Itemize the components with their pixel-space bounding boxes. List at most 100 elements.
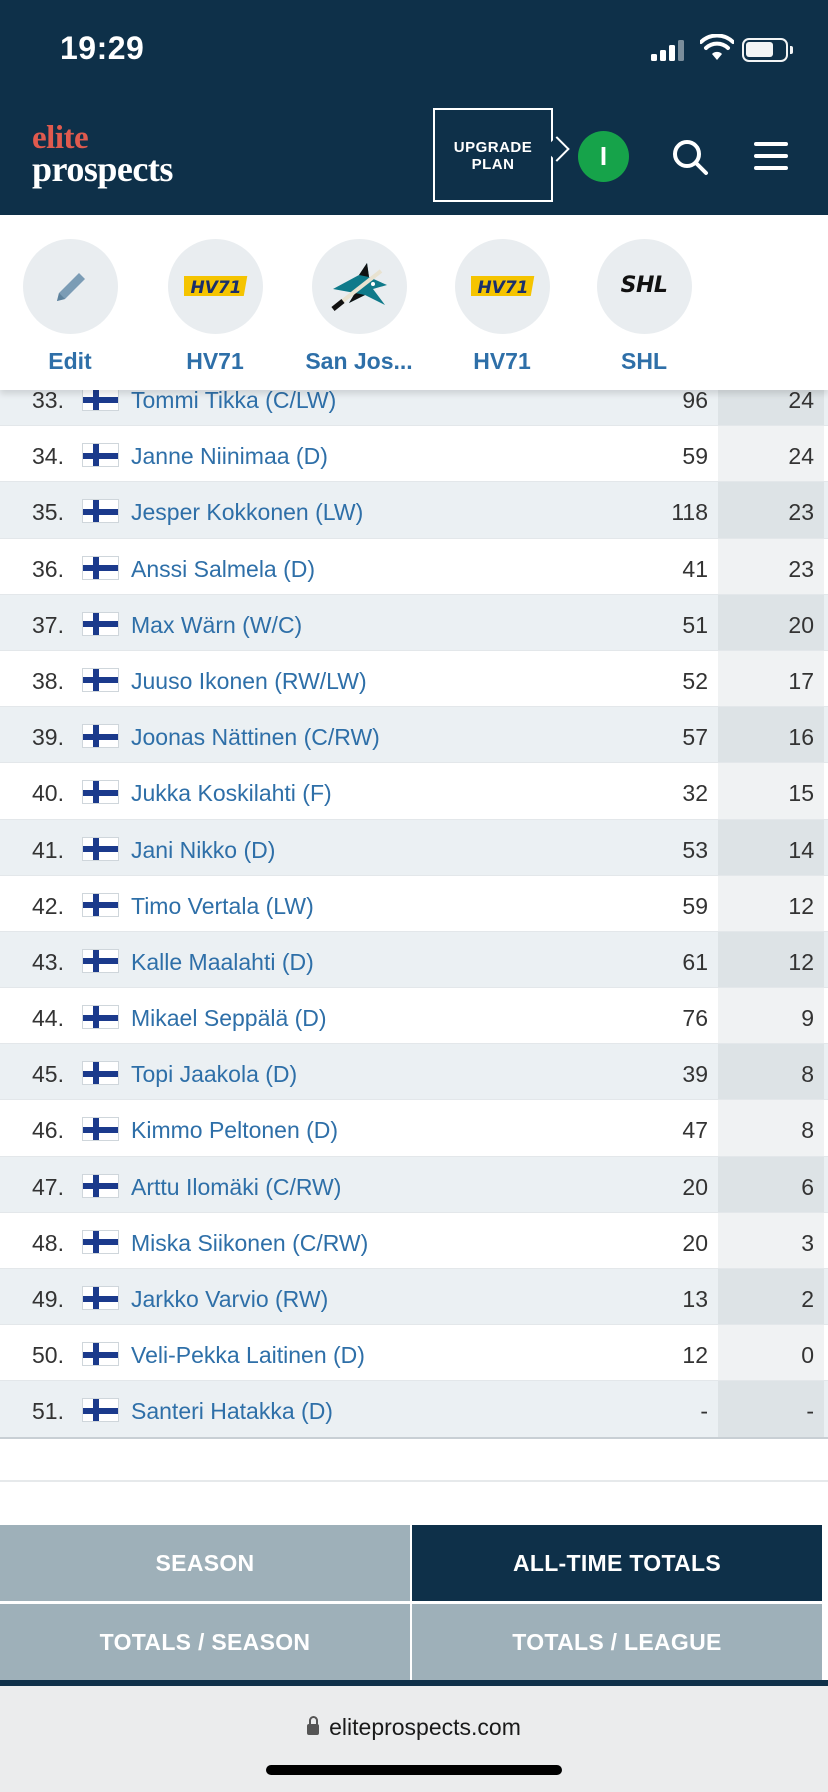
points-cell: 14 — [788, 836, 814, 863]
player-name-link[interactable]: Veli-Pekka Laitinen (D) — [131, 1342, 365, 1369]
games-played-cell: 52 — [682, 667, 708, 694]
finland-flag-icon — [82, 611, 119, 636]
games-played-cell: 51 — [682, 611, 708, 638]
table-row[interactable]: 46. Kimmo Peltonen (D) 47 8 — [0, 1100, 828, 1157]
player-name-link[interactable]: Topi Jaakola (D) — [131, 1061, 298, 1088]
finland-flag-icon — [82, 1398, 119, 1423]
player-name-link[interactable]: Kalle Maalahti (D) — [131, 948, 314, 975]
games-played-cell: 96 — [682, 387, 708, 413]
cellular-signal-icon — [651, 39, 685, 61]
table-row[interactable]: 41. Jani Nikko (D) 53 14 — [0, 819, 828, 876]
rank-cell: 51. — [32, 1398, 64, 1425]
points-cell: 12 — [788, 892, 814, 919]
finland-flag-icon — [82, 1342, 119, 1367]
player-name-link[interactable]: Anssi Salmela (D) — [131, 555, 316, 582]
quick-link-label: San Jos... — [305, 348, 413, 374]
table-row[interactable]: 34. Janne Niinimaa (D) 59 24 — [0, 426, 828, 483]
rank-cell: 47. — [32, 1173, 64, 1200]
table-row[interactable]: 48. Miska Siikonen (C/RW) 20 3 — [0, 1212, 828, 1269]
player-name-link[interactable]: Mikael Seppälä (D) — [131, 1005, 327, 1032]
user-avatar[interactable]: I — [578, 131, 629, 182]
table-row[interactable]: 38. Juuso Ikonen (RW/LW) 52 17 — [0, 650, 828, 708]
points-cell: - — [806, 1398, 814, 1425]
elite-prospects-logo[interactable]: elite prospects — [32, 122, 173, 189]
table-row[interactable]: 51. Santeri Hatakka (D) - - — [0, 1381, 828, 1438]
table-row[interactable]: 39. Joonas Nättinen (C/RW) 57 16 — [0, 707, 828, 764]
quick-link-san-jose[interactable]: San Jos... — [294, 239, 424, 375]
url-display[interactable]: eliteprospects.com — [0, 1714, 828, 1741]
upgrade-plan-button[interactable]: UPGRADE PLAN — [433, 108, 553, 202]
search-icon[interactable] — [670, 137, 710, 177]
player-name-link[interactable]: Janne Niinimaa (D) — [131, 443, 328, 470]
points-cell: 23 — [788, 555, 814, 582]
quick-link-label: HV71 — [473, 348, 531, 374]
hv71-circle: HV71 — [167, 239, 263, 334]
rank-cell: 50. — [32, 1342, 64, 1369]
hamburger-menu-icon[interactable] — [754, 142, 788, 170]
lock-icon — [307, 1716, 320, 1735]
quick-link-shl[interactable]: SHL SHL — [579, 239, 709, 375]
table-row[interactable]: 45. Topi Jaakola (D) 39 8 — [0, 1044, 828, 1101]
table-row[interactable]: 40. Jukka Koskilahti (F) 32 15 — [0, 763, 828, 820]
browser-address-bar[interactable]: eliteprospects.com — [0, 1686, 828, 1792]
games-played-cell: 47 — [682, 1117, 708, 1144]
upgrade-label-line2: PLAN — [471, 156, 515, 173]
player-name-link[interactable]: Kimmo Peltonen (D) — [131, 1117, 339, 1144]
points-cell: 8 — [801, 1061, 814, 1088]
tab-all-time-totals[interactable]: ALL-TIME TOTALS — [412, 1525, 822, 1601]
rank-cell: 34. — [32, 443, 64, 470]
quick-link-edit[interactable]: Edit — [5, 239, 135, 375]
table-row[interactable]: 43. Kalle Maalahti (D) 61 12 — [0, 931, 828, 989]
points-cell: 9 — [801, 1005, 814, 1032]
pencil-icon — [56, 273, 85, 301]
quick-link-hv71-2[interactable]: HV71 HV71 — [437, 239, 567, 375]
player-name-link[interactable]: Miska Siikonen (C/RW) — [131, 1229, 369, 1256]
shl-logo: SHL — [620, 273, 668, 298]
table-row[interactable]: 42. Timo Vertala (LW) 59 12 — [0, 875, 828, 932]
rank-cell: 40. — [32, 780, 64, 807]
tab-season[interactable]: SEASON — [0, 1525, 410, 1601]
player-name-link[interactable]: Joonas Nättinen (C/RW) — [131, 724, 380, 751]
points-cell: 20 — [788, 611, 814, 638]
rank-cell: 46. — [32, 1117, 64, 1144]
points-column-bg — [718, 707, 824, 763]
player-name-link[interactable]: Jani Nikko (D) — [131, 836, 276, 863]
section-divider — [0, 1480, 828, 1482]
player-name-link[interactable]: Santeri Hatakka (D) — [131, 1398, 333, 1425]
hv71-logo: HV71 — [470, 276, 534, 298]
games-played-cell: 20 — [682, 1229, 708, 1256]
player-name-link[interactable]: Jarkko Varvio (RW) — [131, 1286, 329, 1312]
finland-flag-icon — [82, 836, 119, 861]
rank-cell: 38. — [32, 667, 64, 694]
tab-totals-league[interactable]: TOTALS / LEAGUE — [412, 1604, 822, 1680]
table-row[interactable]: 50. Veli-Pekka Laitinen (D) 12 0 — [0, 1325, 828, 1382]
points-column-bg — [718, 1325, 824, 1381]
table-row[interactable]: 35. Jesper Kokkonen (LW) 118 23 — [0, 482, 828, 539]
home-indicator[interactable] — [266, 1765, 562, 1775]
hv71-logo-text: HV71 — [190, 278, 241, 298]
player-name-link[interactable]: Timo Vertala (LW) — [131, 892, 314, 919]
points-column-bg — [718, 763, 824, 819]
quick-link-hv71[interactable]: HV71 HV71 — [150, 239, 280, 375]
table-row[interactable]: 47. Arttu Ilomäki (C/RW) 20 6 — [0, 1156, 828, 1213]
player-name-link[interactable]: Jesper Kokkonen (LW) — [131, 499, 364, 526]
player-name-link[interactable]: Juuso Ikonen (RW/LW) — [131, 667, 367, 694]
table-row[interactable]: 44. Mikael Seppälä (D) 76 9 — [0, 988, 828, 1045]
player-name-link[interactable]: Max Wärn (W/C) — [131, 611, 303, 638]
rank-cell: 39. — [32, 724, 64, 751]
table-row[interactable]: 49. Jarkko Varvio (RW) 13 2 — [0, 1269, 828, 1326]
player-name-link[interactable]: Tommi Tikka (C/LW) — [131, 387, 337, 413]
games-played-cell: 13 — [682, 1286, 708, 1312]
table-row[interactable]: 37. Max Wärn (W/C) 51 20 — [0, 594, 828, 651]
games-played-cell: 32 — [682, 780, 708, 807]
table-row[interactable]: 36. Anssi Salmela (D) 41 23 — [0, 538, 828, 595]
points-column-bg — [718, 1156, 824, 1212]
logo-prospects-text: prospects — [32, 149, 173, 189]
player-name-link[interactable]: Arttu Ilomäki (C/RW) — [131, 1173, 342, 1200]
player-name-link[interactable]: Jukka Koskilahti (F) — [131, 780, 332, 807]
rank-cell: 37. — [32, 611, 64, 638]
finland-flag-icon — [82, 780, 119, 805]
tab-totals-season[interactable]: TOTALS / SEASON — [0, 1604, 410, 1680]
points-cell: 2 — [801, 1286, 814, 1312]
points-cell: 17 — [788, 667, 814, 694]
